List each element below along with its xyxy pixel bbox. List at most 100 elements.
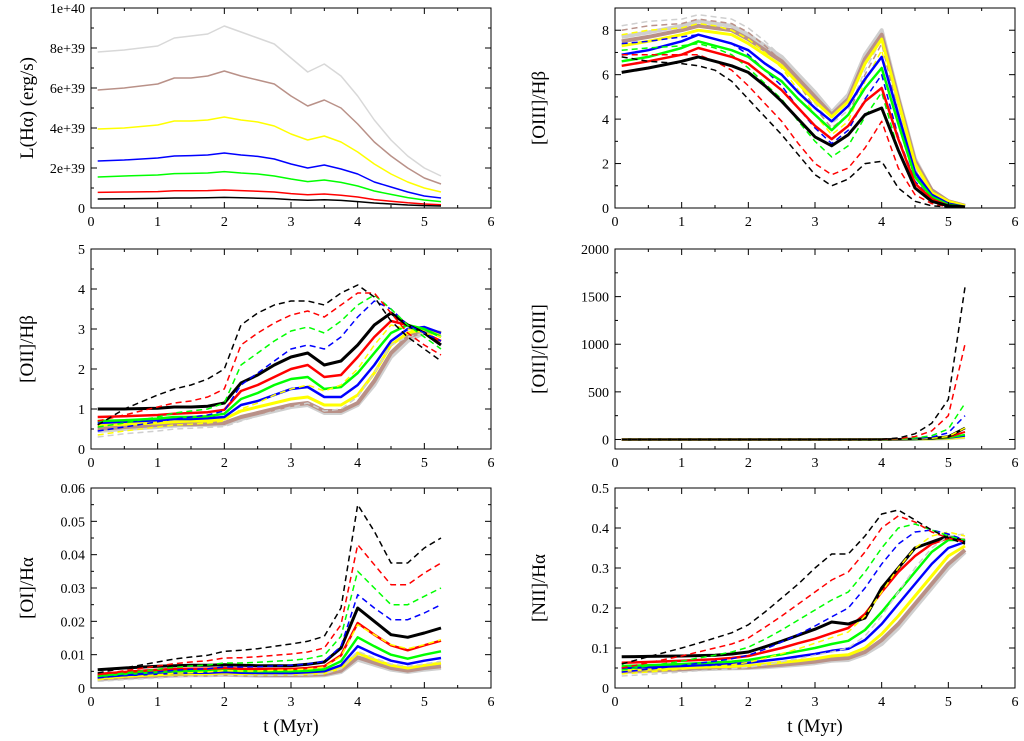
x-tick-label: 4 [354, 215, 361, 230]
y-tick-label: 0 [602, 682, 609, 697]
series-yellow-solid [621, 544, 966, 672]
x-tick-label: 0 [612, 456, 619, 471]
x-tick-label: 6 [1012, 695, 1019, 710]
series-black-dash [97, 284, 442, 426]
y-tick-label: 1 [78, 403, 85, 418]
x-tick-label: 4 [878, 695, 885, 710]
series-blue-solid [621, 540, 966, 670]
x-tick-label: 5 [421, 695, 428, 710]
x-tick-label: 2 [221, 456, 228, 471]
y-tick-label: 0.2 [592, 602, 610, 617]
y-tick-label: 0.04 [61, 549, 86, 564]
y-tick-label: 0.06 [61, 482, 86, 497]
series-yellow-dash [621, 531, 966, 675]
x-tick-label: 3 [288, 695, 295, 710]
x-tick-label: 6 [488, 456, 495, 471]
x-tick-label: 5 [945, 215, 952, 230]
series-green-dash [97, 294, 442, 428]
panel-p6: 0 1 2 3 4 5 6 0 0.1 0.2 0.3 0.4 0.5 [NII]/Hα t (Myr) [529, 482, 1019, 737]
y-axis-label: [OII]/[OIII] [529, 304, 550, 394]
x-tick-label: 4 [354, 456, 361, 471]
x-axis-label: t (Myr) [787, 716, 842, 737]
series-red-solid [621, 536, 966, 665]
y-axis-label: [NII]/Hα [529, 554, 550, 622]
x-tick-label: 4 [878, 456, 885, 471]
y-tick-label: 0.05 [61, 515, 86, 530]
y-tick-label: 2 [602, 158, 609, 173]
y-axis-label: [OI]/Hα [17, 557, 38, 619]
y-tick-label: 2e+39 [50, 162, 85, 177]
series-group [97, 284, 442, 438]
x-tick-label: 1 [678, 215, 685, 230]
x-tick-label: 3 [288, 456, 295, 471]
x-tick-label: 2 [221, 695, 228, 710]
y-tick-label: 0.02 [61, 615, 86, 630]
series-black [97, 196, 442, 207]
x-tick-label: 1 [678, 456, 685, 471]
series-blue-solid [97, 645, 442, 679]
series-green-solid [97, 636, 442, 678]
y-tick-label: 4 [78, 283, 85, 298]
y-axis-label: L(Hα) (erg/s) [17, 57, 38, 159]
x-tick-label: 3 [288, 215, 295, 230]
y-tick-label: 0.1 [592, 642, 610, 657]
plot-frame [90, 7, 492, 209]
series-black-dash [621, 286, 966, 441]
series-red-dash [97, 543, 442, 676]
series-red-dash [621, 53, 965, 208]
panel-p3: 0 1 2 3 4 5 6 0 1 2 3 4 5 [OII]/Hβ [17, 243, 495, 471]
y-tick-label: 4 [602, 113, 609, 128]
y-tick-label: 8e+39 [50, 42, 85, 57]
x-tick-label: 1 [154, 215, 161, 230]
series-yellow-dash [97, 324, 442, 436]
series-red-solid [97, 621, 442, 676]
y-tick-label: 4e+39 [50, 122, 85, 137]
series-red [97, 189, 442, 206]
y-tick-label: 0 [78, 682, 85, 697]
x-tick-label: 1 [678, 695, 685, 710]
series-black-solid [97, 311, 442, 411]
y-tick-label: 1000 [581, 338, 609, 353]
series-grey-dash [97, 650, 442, 683]
panel-p2: 0 1 2 3 4 5 6 0 2 4 6 8 [OIII]/Hβ [529, 7, 1019, 230]
y-tick-label: 6e+39 [50, 82, 85, 97]
series-blue-dash [97, 300, 442, 432]
series-yellow-dash [97, 623, 442, 681]
panel-p4: 0 1 2 3 4 5 6 0 500 1000 1500 2000 [OII]/[OIII] [529, 243, 1019, 471]
series-green-dash [621, 523, 966, 671]
x-tick-label: 3 [812, 215, 819, 230]
x-tick-label: 5 [421, 215, 428, 230]
y-tick-label: 5 [78, 243, 85, 258]
y-tick-label: 3 [78, 323, 85, 338]
series-yellow-solid [621, 28, 966, 208]
y-tick-label: 0 [78, 443, 85, 458]
x-tick-label: 6 [488, 695, 495, 710]
x-tick-label: 6 [1012, 215, 1019, 230]
y-tick-label: 0.01 [61, 649, 86, 664]
x-tick-label: 2 [745, 695, 752, 710]
series-group [97, 25, 442, 207]
panel-p1: 0 1 2 3 4 5 6 0 2e+39 4e+39 6e+39 8e+39 1e+40 L(Hα) (… [17, 2, 495, 230]
x-tick-label: 4 [878, 215, 885, 230]
series-red-solid [621, 46, 966, 208]
x-tick-label: 3 [812, 456, 819, 471]
x-tick-label: 0 [88, 215, 95, 230]
y-tick-label: 0.03 [61, 582, 86, 597]
x-tick-label: 0 [612, 695, 619, 710]
x-tick-label: 2 [745, 215, 752, 230]
x-tick-label: 0 [88, 695, 95, 710]
x-tick-label: 0 [612, 215, 619, 230]
x-tick-label: 1 [154, 456, 161, 471]
x-tick-label: 2 [745, 456, 752, 471]
x-tick-label: 0 [88, 456, 95, 471]
x-tick-label: 3 [812, 695, 819, 710]
series-blue-dash [97, 593, 442, 679]
x-tick-label: 4 [354, 695, 361, 710]
y-tick-label: 0.4 [592, 522, 610, 537]
series-red-solid [97, 319, 442, 419]
series-green-solid [97, 323, 442, 423]
x-tick-label: 5 [945, 695, 952, 710]
series-green-solid [621, 538, 965, 668]
series-green [97, 170, 442, 203]
y-axis-label: [OII]/Hβ [17, 315, 38, 383]
